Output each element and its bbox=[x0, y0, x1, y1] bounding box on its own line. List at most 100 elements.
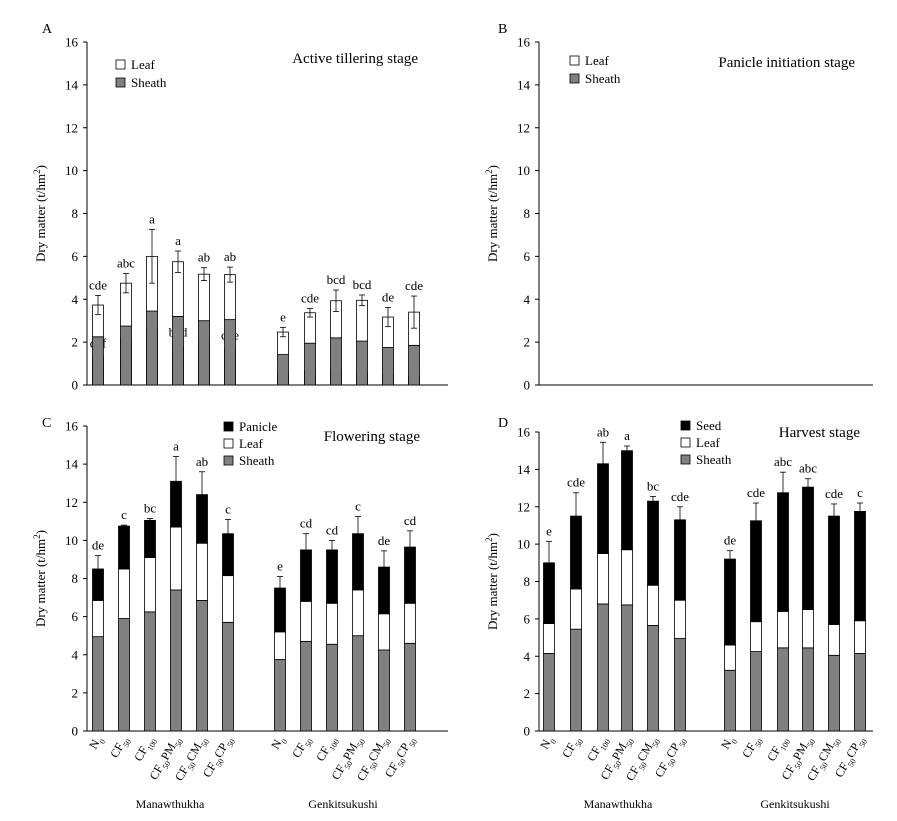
x-tick-label-part: 50 bbox=[573, 738, 585, 749]
x-tick-label-part: 50 bbox=[225, 738, 237, 749]
x-tick-label: CF50 bbox=[107, 734, 133, 762]
significance-letter: bcd bbox=[353, 277, 372, 292]
y-tick-label: 16 bbox=[65, 419, 79, 434]
legend-label: Leaf bbox=[131, 57, 155, 72]
y-tick-label: 12 bbox=[65, 495, 78, 510]
x-tick-label-part: 0 bbox=[729, 738, 739, 746]
y-tick-label: 2 bbox=[524, 686, 531, 701]
significance-letter: c bbox=[355, 499, 361, 514]
x-tick-label: CF50 bbox=[559, 734, 585, 762]
cultivar-label: Genkitsukushi bbox=[760, 797, 830, 811]
y-tick-label: 10 bbox=[517, 163, 530, 178]
bar-panicle bbox=[118, 525, 130, 570]
bar-sheath bbox=[120, 325, 132, 386]
significance-letter: bc bbox=[647, 478, 660, 493]
y-tick-label: 0 bbox=[524, 378, 531, 393]
x-tick-label-part: CP bbox=[211, 740, 231, 760]
chart-title: Flowering stage bbox=[324, 429, 421, 445]
significance-letter: e bbox=[546, 523, 552, 538]
x-tick-label-part: CF bbox=[313, 744, 333, 764]
bar-leaf bbox=[647, 584, 659, 626]
cultivar-label: Genkitsukushi bbox=[308, 797, 378, 811]
bar-sheath bbox=[326, 643, 338, 732]
x-tick-label-part: CF bbox=[739, 740, 759, 760]
bar-sheath bbox=[92, 636, 104, 732]
x-tick-label-part: CF bbox=[200, 760, 220, 780]
bar-sheath bbox=[118, 618, 130, 732]
y-tick-label: 16 bbox=[65, 35, 79, 50]
bar-leaf bbox=[170, 526, 182, 591]
y-tick-label: 2 bbox=[524, 335, 531, 350]
x-tick-label: N0 bbox=[86, 734, 107, 753]
y-tick-label: 14 bbox=[65, 457, 79, 472]
significance-letter: abc bbox=[117, 256, 135, 271]
bar-sheath bbox=[222, 621, 234, 732]
bar-sheath bbox=[170, 589, 182, 732]
x-tick-label-part: CF bbox=[107, 740, 127, 760]
legend-label: Sheath bbox=[239, 453, 275, 468]
bar-leaf bbox=[196, 542, 208, 601]
bar-leaf bbox=[674, 599, 686, 639]
bar-leaf bbox=[300, 600, 312, 642]
x-tick-label: CF100 bbox=[313, 734, 341, 766]
x-tick-label: CF50CP50 bbox=[382, 734, 419, 782]
x-tick-label: CF50 bbox=[739, 734, 765, 762]
significance-letter: abc bbox=[799, 461, 817, 476]
x-tick-label-part: 100 bbox=[145, 738, 159, 753]
significance-letter: a bbox=[175, 233, 181, 248]
bar-leaf bbox=[570, 588, 582, 630]
x-tick-label-part: CF bbox=[764, 744, 784, 764]
legend-label: Sheath bbox=[696, 452, 732, 467]
significance-letter: ab bbox=[198, 250, 210, 265]
significance-letter: a bbox=[149, 212, 155, 227]
x-tick-label-part: 50 bbox=[303, 738, 315, 749]
x-tick-label-part: CF bbox=[597, 762, 617, 782]
bar-sheath bbox=[146, 310, 158, 386]
x-tick-label-part: 50 bbox=[121, 738, 133, 749]
chart-title: Harvest stage bbox=[779, 425, 861, 441]
x-tick-label-part: 50 bbox=[343, 759, 355, 770]
y-tick-label: 16 bbox=[517, 35, 531, 50]
bar-sheath bbox=[356, 340, 368, 386]
bar-sheath bbox=[198, 320, 210, 386]
legend-label: Panicle bbox=[239, 419, 277, 434]
x-tick-label-part: CF bbox=[832, 760, 852, 780]
x-tick-label: CF100 bbox=[764, 734, 792, 766]
bar-seed bbox=[802, 486, 814, 610]
bar-sheath bbox=[330, 337, 342, 386]
x-tick-label-part: 50 bbox=[846, 757, 858, 768]
y-tick-label: 8 bbox=[524, 574, 531, 589]
x-tick-label: CF50PM50 bbox=[597, 734, 636, 784]
significance-letter: de bbox=[92, 538, 105, 553]
bar-leaf bbox=[274, 631, 286, 660]
significance-letter: bc bbox=[144, 500, 157, 515]
x-tick-label-part: CF bbox=[804, 763, 824, 783]
y-axis-label-sup: 2 bbox=[32, 169, 42, 174]
legend-swatch-sheath bbox=[115, 77, 126, 88]
bar-leaf bbox=[356, 299, 368, 342]
significance-letter: de bbox=[378, 533, 391, 548]
chart-title: Active tillering stage bbox=[292, 51, 418, 67]
bar-sheath bbox=[352, 635, 364, 732]
cultivar-label: Manawthukha bbox=[136, 797, 205, 811]
bar-leaf bbox=[118, 568, 130, 619]
bar-sheath bbox=[274, 659, 286, 732]
x-tick-label-part: CP bbox=[843, 740, 863, 760]
bar-sheath bbox=[621, 604, 633, 732]
legend-swatch-leaf bbox=[569, 55, 580, 66]
x-tick-label-part: 50 bbox=[624, 738, 636, 749]
y-tick-label: 4 bbox=[524, 292, 531, 307]
x-tick-label-part: 50 bbox=[793, 759, 805, 770]
legend-swatch-leaf bbox=[223, 438, 234, 449]
panel-letter: C bbox=[42, 416, 51, 431]
bar-leaf bbox=[724, 644, 736, 671]
legend-label: Sheath bbox=[131, 75, 167, 90]
legend-label: Leaf bbox=[585, 53, 609, 68]
y-axis-label: Dry matter (t/hm2) bbox=[32, 165, 48, 262]
significance-letter: e bbox=[277, 559, 283, 574]
significance-letter: cde bbox=[747, 485, 765, 500]
y-tick-label: 0 bbox=[72, 724, 79, 739]
